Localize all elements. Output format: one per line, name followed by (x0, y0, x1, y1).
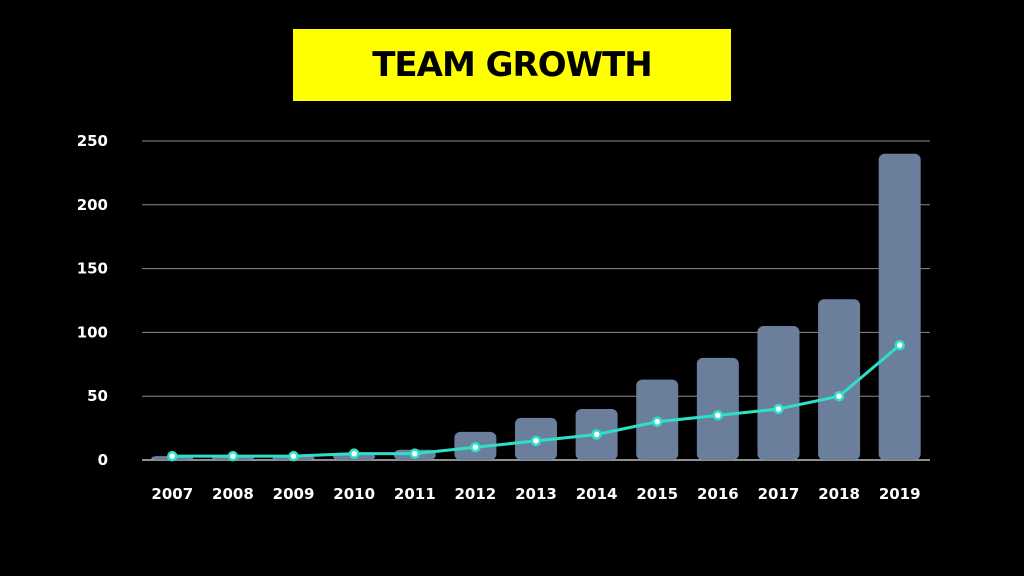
x-tick-label: 2008 (212, 485, 254, 503)
line-point (833, 390, 845, 402)
x-tick-label: 2011 (394, 485, 436, 503)
x-tick-label: 2013 (515, 485, 557, 503)
x-tick-label: 2017 (758, 485, 800, 503)
x-tick-label: 2016 (697, 485, 739, 503)
y-tick-label: 150 (77, 260, 108, 278)
line-point (591, 429, 602, 440)
bar (878, 153, 921, 460)
line-point (894, 339, 905, 351)
bar (818, 299, 861, 460)
line-point (712, 410, 724, 421)
line-point (530, 435, 542, 447)
line-point (409, 448, 421, 459)
line-point (773, 403, 784, 415)
x-tick-label: 2007 (151, 485, 193, 503)
chart-title: TEAM GROWTH (372, 45, 653, 85)
x-tick-label: 2014 (576, 485, 618, 503)
line-point (227, 450, 239, 462)
chart-title-box: TEAM GROWTH (293, 29, 731, 101)
y-tick-label: 0 (98, 451, 108, 469)
x-tick-label: 2010 (333, 485, 375, 503)
line-point (470, 441, 481, 453)
x-tick-label: 2009 (273, 485, 315, 503)
y-tick-label: 100 (77, 323, 108, 341)
line-point (348, 448, 360, 459)
line-point (167, 450, 178, 462)
bar (757, 326, 800, 460)
y-tick-label: 50 (87, 387, 108, 405)
x-tick-label: 2012 (455, 485, 497, 503)
x-tick-label: 2018 (818, 485, 860, 503)
bar (696, 357, 739, 460)
x-tick-label: 2019 (879, 485, 921, 503)
line-point (288, 450, 299, 462)
x-tick-label: 2015 (636, 485, 678, 503)
line-point (651, 416, 663, 427)
y-tick-label: 200 (77, 196, 108, 214)
y-tick-label: 250 (77, 132, 108, 150)
